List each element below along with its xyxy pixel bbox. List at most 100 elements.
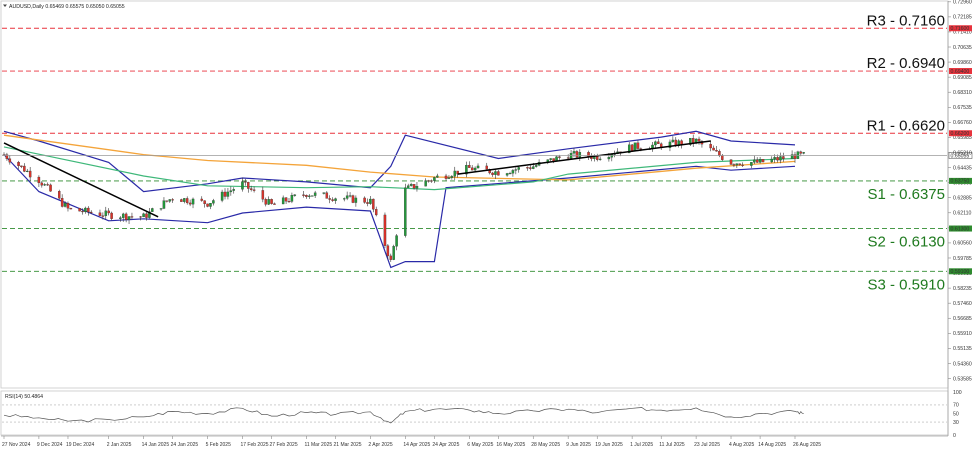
candle-body [415, 186, 419, 189]
candle-body [447, 177, 451, 179]
candle-body [119, 217, 122, 219]
candle-body [671, 139, 675, 143]
candle-body [87, 207, 90, 213]
candle-body [212, 200, 215, 204]
candle-body [26, 170, 29, 172]
candle-body [354, 197, 358, 203]
rsi-tick-label: 30 [953, 420, 959, 426]
price-tick-label: 0.54360 [953, 361, 972, 367]
candle-body [630, 144, 634, 151]
candle-body [203, 200, 206, 205]
level-tag-bg [949, 25, 972, 32]
time-tick-label: 27 Feb 2025 [270, 442, 298, 448]
candle-body [180, 199, 183, 202]
candle-body [188, 202, 192, 205]
candle-body [313, 192, 317, 196]
level-tag-text: 0.59100 [951, 269, 970, 275]
candle-body [433, 177, 436, 181]
candle-body [69, 208, 73, 210]
candle-body [598, 158, 602, 160]
candle-body [63, 203, 67, 207]
candle-body [773, 157, 776, 160]
candle-body [328, 198, 331, 200]
candle-body [392, 246, 395, 260]
candle-body [121, 213, 125, 218]
candle-body [151, 208, 154, 212]
candle-body [220, 191, 224, 201]
level-label-r3: R3 - 0.7160 [867, 12, 945, 29]
price-tick-label: 0.65985 [953, 135, 972, 141]
time-tick-label: 27 Nov 2024 [2, 442, 31, 448]
level-tag-text: 0.69400 [951, 69, 970, 75]
candle-body [200, 198, 203, 201]
price-tick-label: 0.67535 [953, 105, 972, 111]
time-tick-label: 17 Feb 2025 [240, 442, 268, 448]
candle-body [232, 189, 235, 191]
candle-body [578, 152, 582, 158]
price-tick-label: 0.55135 [953, 346, 972, 352]
time-tick-label: 5 Feb 2025 [206, 442, 232, 448]
price-tick-label: 0.72185 [953, 15, 972, 21]
candle-body [453, 170, 457, 177]
candle-body [468, 165, 471, 168]
candle-body [331, 199, 334, 201]
candle-body [348, 195, 352, 197]
candle-body [325, 192, 329, 199]
candle-body [287, 201, 291, 203]
time-axis-ticks: 27 Nov 2024 9 Dec 2024 19 Dec 2024 2 Jan 20… [2, 436, 821, 448]
level-tag-text: 0.61300 [951, 226, 970, 232]
candle-body [162, 200, 166, 209]
candle-body [322, 192, 326, 194]
candle-body [308, 195, 311, 197]
level-label-r1: R1 - 0.6620 [867, 117, 945, 134]
time-tick-label: 28 May 2025 [531, 442, 560, 448]
price-axis-ticks: 0.72960 0.72185 0.71410 0.70635 0.69860 0.690… [948, 0, 972, 382]
current-price-tag-bg [948, 152, 973, 159]
price-tick-label: 0.56685 [953, 316, 972, 322]
candle-body [302, 194, 305, 196]
level-price-tags: 0.71600 0.69400 0.66200 0.63750 0.61300 0.591… [949, 25, 972, 275]
candle-body [575, 151, 579, 158]
candle-body [558, 156, 561, 158]
collapse-icon [3, 4, 7, 7]
candle-body [627, 144, 631, 154]
price-tick-label: 0.59785 [953, 256, 972, 262]
time-tick-label: 14 Jan 2025 [142, 442, 170, 448]
candle-body [511, 170, 515, 174]
time-tick-label: 6 May 2025 [467, 442, 493, 448]
current-price-line: 0.65055 [2, 152, 973, 159]
candle-body [311, 195, 314, 197]
candle-body [514, 169, 518, 171]
time-tick-label: 16 May 2025 [496, 442, 525, 448]
candle-body [587, 152, 590, 157]
price-tick-label: 0.55910 [953, 331, 972, 337]
candle-body [753, 159, 756, 163]
time-tick-label: 19 Dec 2024 [66, 442, 95, 448]
candle-body [450, 176, 454, 178]
candle-body [43, 184, 46, 186]
candle-body [697, 138, 701, 142]
time-tick-label: 24 Jan 2025 [171, 442, 199, 448]
candle-body [145, 213, 148, 218]
candle-body [40, 182, 44, 186]
candle-body [799, 151, 803, 154]
candle-body [244, 181, 247, 183]
candle-body [249, 188, 253, 190]
level-labels: R3 - 0.7160 R2 - 0.6940 R1 - 0.6620 S1 - 0.… [867, 12, 945, 293]
candle-body [185, 198, 189, 204]
candle-body [139, 216, 142, 218]
candle-body [476, 165, 480, 169]
candle-body [148, 211, 151, 218]
rsi-tick-label: 100 [953, 390, 962, 396]
candle-body [741, 164, 744, 166]
rsi-line [3, 407, 804, 424]
time-tick-label: 9 Jun 2025 [566, 442, 591, 448]
candle-body [406, 185, 410, 188]
candle-body [409, 184, 413, 186]
candle-body [46, 184, 49, 186]
candle-body [281, 197, 285, 205]
candle-body [8, 158, 12, 163]
level-label-s2: S2 - 0.6130 [867, 234, 945, 251]
candle-body [81, 210, 84, 213]
candle-body [508, 173, 512, 175]
